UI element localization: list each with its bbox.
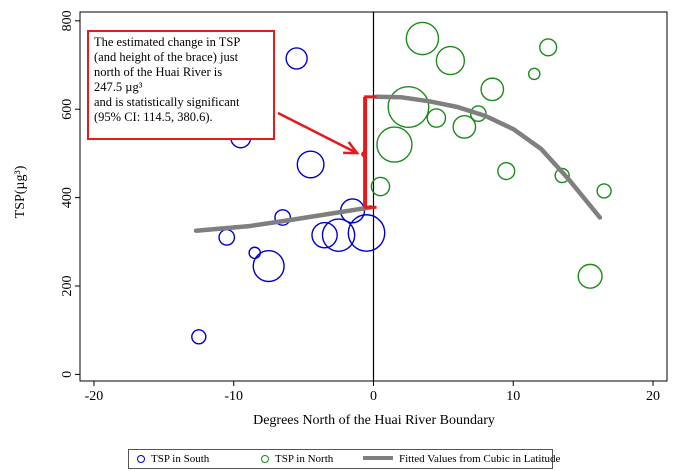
point-south — [191, 329, 207, 345]
point-north — [480, 77, 505, 102]
legend: TSP in South TSP in North Fitted Values … — [128, 449, 560, 469]
annotation-arrow — [277, 111, 358, 155]
legend-marker-fit — [363, 456, 393, 460]
point-north — [405, 21, 440, 56]
point-north — [387, 86, 430, 129]
y-tick-label: 400 — [60, 187, 75, 208]
point-south — [218, 228, 236, 246]
x-tick-label: -10 — [224, 389, 243, 404]
point-north — [577, 263, 603, 289]
legend-item-fit: Fitted Values from Cubic in Latitude — [363, 453, 560, 465]
brace — [277, 95, 377, 209]
point-south — [321, 218, 356, 252]
annotation-line-1: The estimated change in TSP — [94, 35, 241, 49]
fitted-lines — [193, 94, 603, 233]
point-north — [527, 67, 541, 81]
annotation-line-3: north of the Huai River is — [94, 65, 223, 79]
legend-marker-north — [261, 455, 269, 463]
y-tick-label: 200 — [60, 275, 75, 296]
x-tick-label: 0 — [370, 389, 377, 404]
y-tick-label: 0 — [60, 371, 75, 378]
x-axis-label: Degrees North of the Huai River Boundary — [253, 413, 495, 428]
point-north — [539, 38, 558, 57]
legend-label-north: TSP in North — [275, 453, 334, 465]
point-south — [274, 209, 292, 226]
point-north — [497, 161, 516, 181]
y-axis-label: TSP(µg³) — [13, 165, 28, 218]
x-tick-label: 20 — [646, 389, 660, 404]
point-north — [435, 45, 466, 76]
fitted-line — [374, 94, 603, 220]
point-south — [252, 250, 285, 283]
y-tick-label: 800 — [60, 10, 75, 31]
legend-item-north: TSP in North — [261, 453, 333, 465]
point-north — [452, 114, 477, 139]
point-north — [370, 176, 391, 197]
legend-label-fit: Fitted Values from Cubic in Latitude — [399, 453, 561, 465]
point-north — [426, 108, 447, 128]
brace-midpoint — [361, 151, 368, 158]
data-points — [191, 21, 612, 345]
legend-label-south: TSP in South — [151, 453, 210, 465]
annotation-box: The estimated change in TSP (and height … — [87, 30, 275, 140]
point-north — [554, 167, 570, 184]
annotation-line-6: (95% CI: 114.5, 380.6). — [94, 110, 213, 124]
annotation-line-4: 247.5 µg³ — [94, 80, 143, 94]
annotation-line-5: and is statistically significant — [94, 95, 240, 109]
x-tick-label: -20 — [85, 389, 104, 404]
point-south — [347, 214, 386, 252]
point-north — [376, 126, 413, 163]
point-south — [285, 47, 308, 70]
annotation-arrowhead — [343, 141, 360, 155]
point-south — [248, 246, 262, 260]
point-north — [596, 183, 612, 199]
point-south — [296, 150, 325, 179]
x-tick-label: 10 — [506, 389, 520, 404]
annotation-line-2: (and height of the brace) just — [94, 50, 239, 64]
legend-marker-south — [137, 455, 145, 463]
point-south — [311, 221, 338, 249]
point-north — [469, 105, 487, 123]
fitted-line — [193, 205, 373, 233]
legend-item-south: TSP in South — [137, 453, 209, 465]
y-tick-label: 600 — [60, 99, 75, 120]
